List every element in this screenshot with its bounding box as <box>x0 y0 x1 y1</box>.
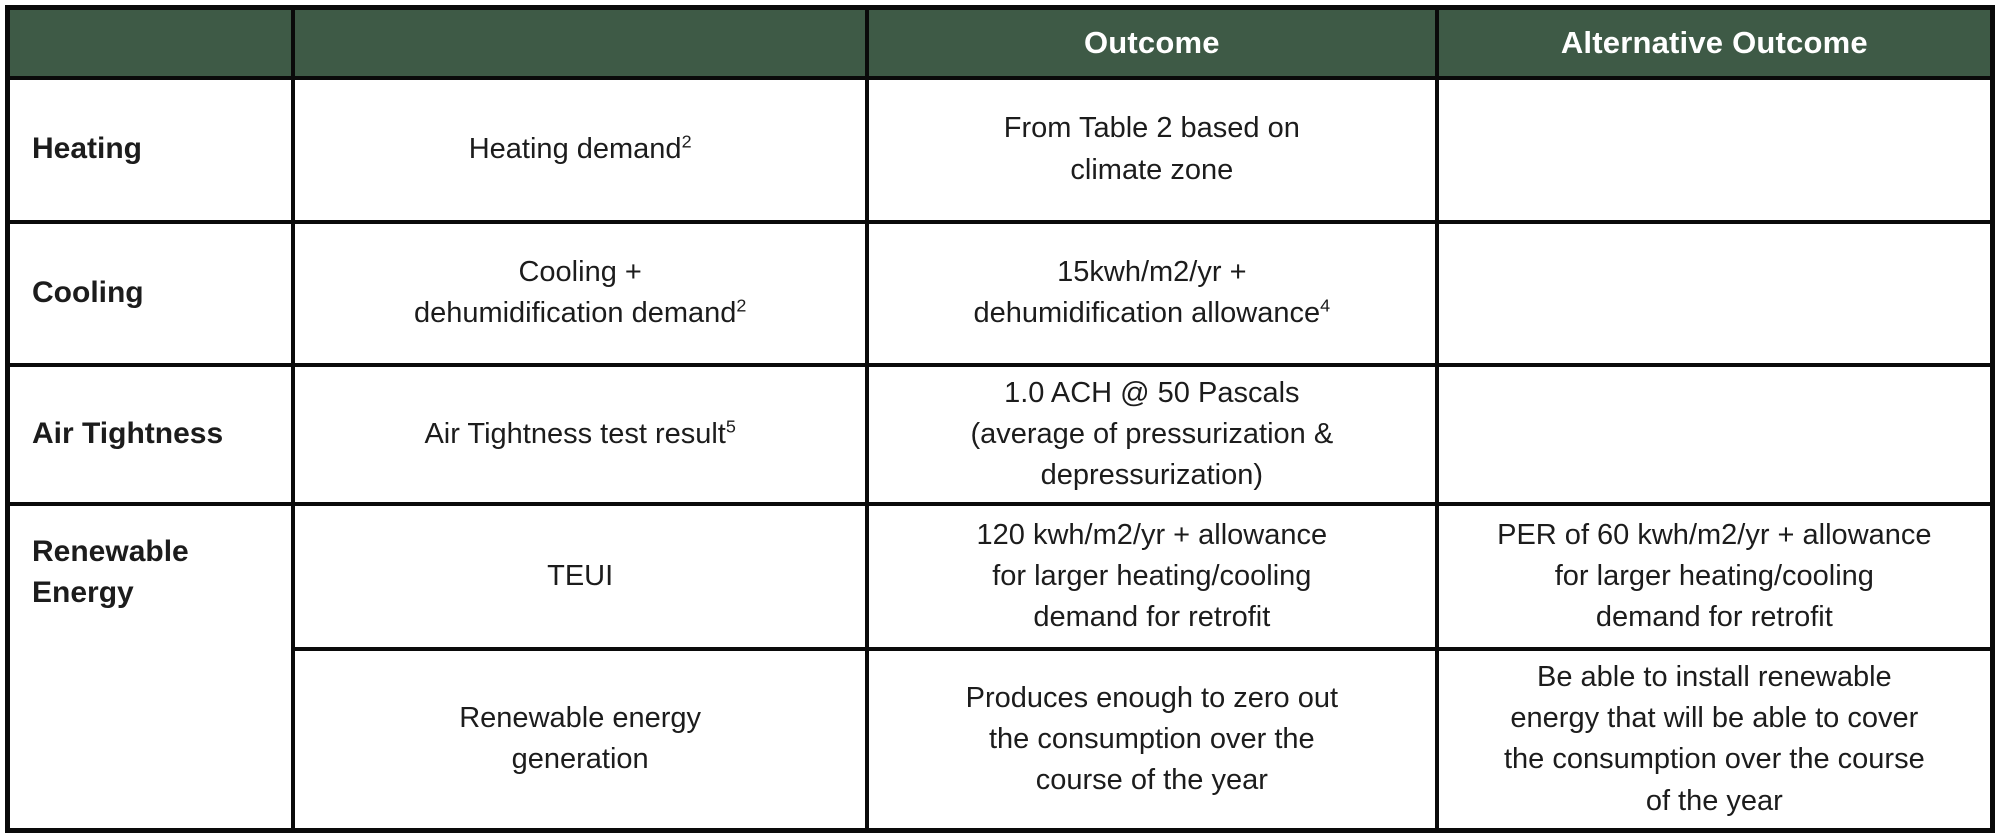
teui-outcome-cell: 120 kwh/m2/yr + allowance for larger hea… <box>864 502 1439 652</box>
energy-criteria-table: Outcome Alternative Outcome Heating Heat… <box>5 5 1995 833</box>
cooling-outcome-cell: 15kwh/m2/yr + dehumidification allowance… <box>864 219 1439 367</box>
heating-criteria-text: Heating demand <box>468 132 682 165</box>
generation-alt-outcome-cell: Be able to install renewable energy that… <box>1434 647 1995 833</box>
airtightness-criteria-text: Air Tightness test result <box>424 417 726 450</box>
generation-outcome-cell: Produces enough to zero out the consumpt… <box>864 647 1439 833</box>
generation-criteria-text: Renewable energy generation <box>459 702 702 776</box>
cooling-criteria-text: Cooling + dehumidification demand <box>413 255 737 329</box>
generation-criteria-cell: Renewable energy generation <box>291 647 869 833</box>
generation-outcome-text: Produces enough to zero out the consumpt… <box>965 681 1339 796</box>
header-metric-cell <box>291 5 869 80</box>
heating-category-cell: Heating <box>5 75 296 224</box>
airtightness-alt-outcome-cell <box>1434 362 1995 507</box>
heating-criteria-cell: Heating demand2 <box>291 75 869 224</box>
table-row-renewable-teui: Renewable Energy TEUI 120 kwh/m2/yr + al… <box>5 502 1995 833</box>
airtightness-criteria-cell: Air Tightness test result5 <box>291 362 869 507</box>
generation-alt-outcome-text: Be able to install renewable energy that… <box>1503 661 1925 817</box>
airtightness-category-cell: Air Tightness <box>5 362 296 507</box>
cooling-category-cell: Cooling <box>5 219 296 367</box>
header-row: Outcome Alternative Outcome <box>5 5 1995 80</box>
teui-alt-outcome-text: PER of 60 kwh/m2/yr + allowance for larg… <box>1497 518 1932 634</box>
table-row-cooling: Cooling Cooling + dehumidification deman… <box>5 219 1995 367</box>
cooling-criteria-cell: Cooling + dehumidification demand2 <box>291 219 869 367</box>
table-row-heating: Heating Heating demand2 From Table 2 bas… <box>5 75 1995 224</box>
heating-alt-outcome-cell <box>1434 75 1995 224</box>
teui-criteria-text: TEUI <box>547 559 614 592</box>
heating-outcome-cell: From Table 2 based on climate zone <box>864 75 1439 224</box>
header-outcome-cell: Outcome <box>864 5 1439 80</box>
teui-alt-outcome-cell: PER of 60 kwh/m2/yr + allowance for larg… <box>1434 502 1995 652</box>
cooling-alt-outcome-cell <box>1434 219 1995 367</box>
cooling-outcome-text: 15kwh/m2/yr + dehumidification allowance <box>973 255 1321 329</box>
cooling-criteria-footnote: 2 <box>736 295 747 316</box>
renewable-energy-category-cell: Renewable Energy <box>5 502 296 833</box>
airtightness-outcome-cell: 1.0 ACH @ 50 Pascals (average of pressur… <box>864 362 1439 507</box>
cooling-outcome-footnote: 4 <box>1320 295 1331 316</box>
heating-criteria-footnote: 2 <box>681 131 692 152</box>
airtightness-outcome-text: 1.0 ACH @ 50 Pascals (average of pressur… <box>970 376 1334 491</box>
teui-outcome-text: 120 kwh/m2/yr + allowance for larger hea… <box>976 518 1328 634</box>
table-row-renewable-generation: Renewable energy generation Produces eno… <box>8 647 1995 833</box>
header-category-cell <box>5 5 296 80</box>
table-row-airtightness: Air Tightness Air Tightness test result5… <box>5 362 1995 507</box>
header-alt-outcome-cell: Alternative Outcome <box>1434 5 1995 80</box>
teui-criteria-cell: TEUI <box>291 502 869 652</box>
airtightness-criteria-footnote: 5 <box>725 416 736 437</box>
heating-outcome-text: From Table 2 based on climate zone <box>1003 112 1300 186</box>
